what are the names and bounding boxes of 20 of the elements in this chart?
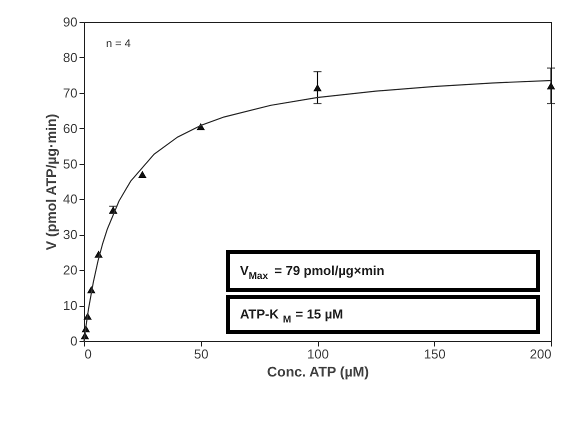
y-tick-label: 60 bbox=[63, 120, 78, 136]
y-axis-title: V (pmol ATP/µg·min) bbox=[43, 114, 60, 250]
x-tick-label: 0 bbox=[84, 346, 92, 362]
x-tick-label: 100 bbox=[307, 346, 329, 362]
y-tick-label: 80 bbox=[63, 50, 78, 65]
x-tick-label: 50 bbox=[194, 346, 208, 362]
y-tick-label: 0 bbox=[70, 334, 78, 348]
y-tick-label: 20 bbox=[63, 262, 78, 278]
point bbox=[138, 170, 147, 178]
y-tick-label: 30 bbox=[63, 227, 78, 242]
annotation: n = 4 bbox=[106, 38, 131, 50]
y-tick-label: 10 bbox=[63, 298, 78, 314]
y-tick-label: 40 bbox=[63, 192, 78, 207]
x-tick-label: 200 bbox=[530, 346, 552, 362]
x-tick-label: 150 bbox=[424, 346, 446, 362]
x-axis-title: Conc. ATP (µM) bbox=[267, 364, 369, 380]
y-tick-label: 70 bbox=[63, 85, 78, 100]
y-tick-label: 90 bbox=[63, 14, 78, 30]
y-tick-label: 50 bbox=[63, 156, 78, 172]
point bbox=[546, 82, 556, 90]
